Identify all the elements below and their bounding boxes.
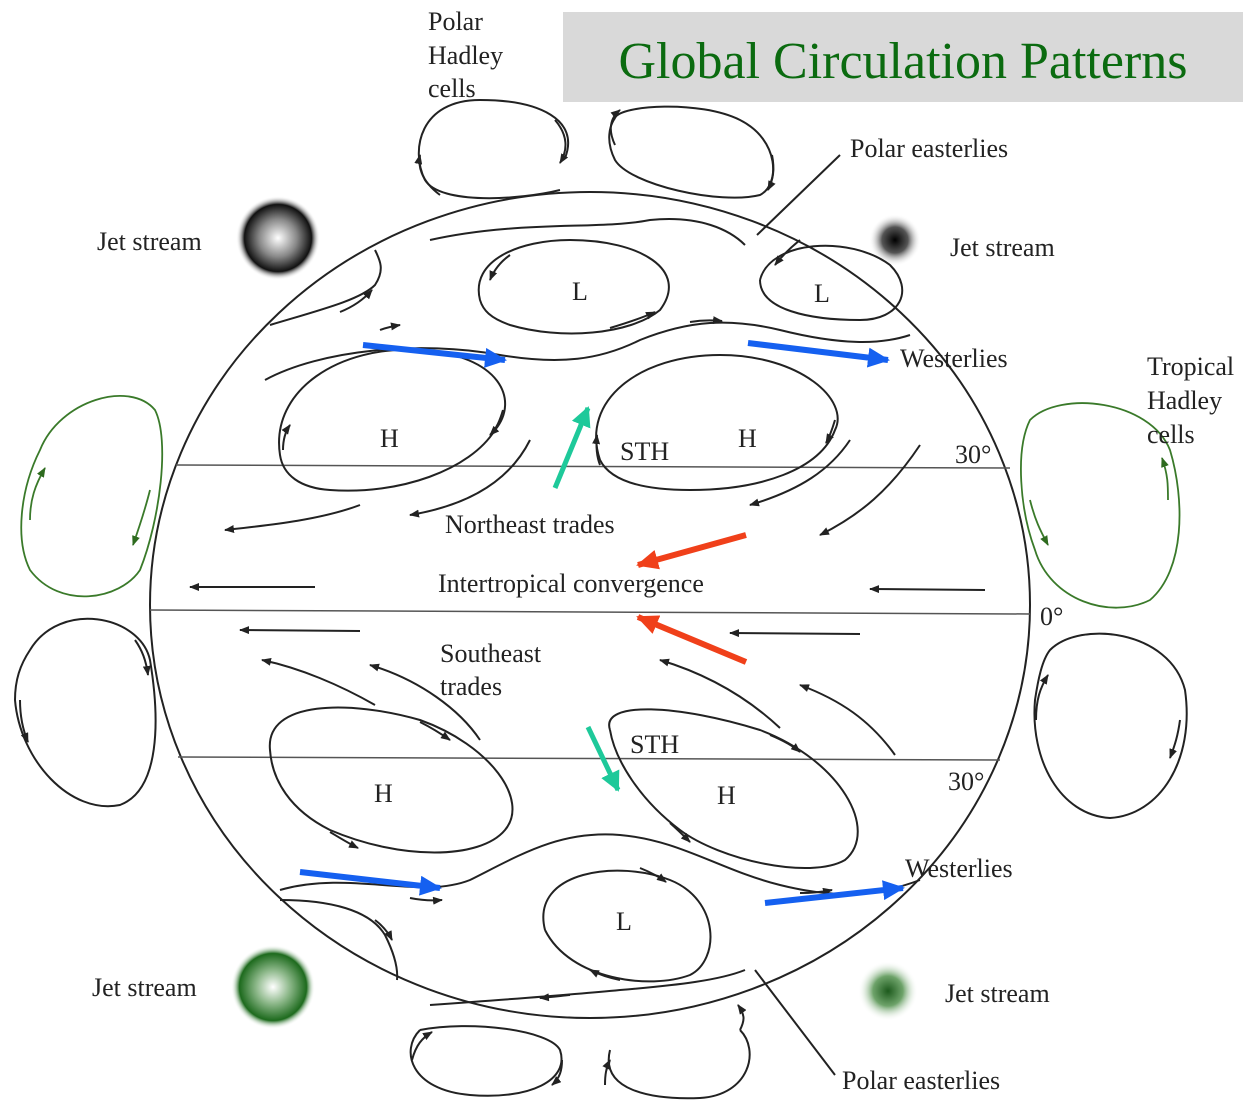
label: Southeast — [440, 639, 542, 668]
label: Hadley — [428, 41, 503, 70]
label: STH — [620, 437, 669, 466]
label: trades — [440, 672, 502, 701]
label: Tropical — [1147, 352, 1234, 381]
label: STH — [630, 730, 679, 759]
label: Westerlies — [905, 854, 1013, 883]
label: Jet stream — [945, 979, 1050, 1008]
label: H — [380, 424, 399, 453]
label: L — [814, 279, 830, 308]
label: Jet stream — [97, 227, 202, 256]
label: Polar easterlies — [842, 1066, 1000, 1095]
globe — [150, 192, 1030, 1018]
label: L — [616, 907, 632, 936]
label: 30° — [955, 440, 991, 469]
label: Jet stream — [92, 973, 197, 1002]
page: {"title": "Global Circulation Patterns",… — [0, 0, 1255, 1115]
label: Hadley — [1147, 386, 1222, 415]
diagram: Global Circulation Patterns — [0, 0, 1255, 1115]
label: H — [738, 424, 757, 453]
label: cells — [1147, 420, 1195, 449]
label: Polar easterlies — [850, 134, 1008, 163]
title: Global Circulation Patterns — [618, 33, 1187, 90]
label: 30° — [948, 767, 984, 796]
label: Northeast trades — [445, 510, 615, 539]
label: L — [572, 277, 588, 306]
label: H — [374, 779, 393, 808]
label: H — [717, 781, 736, 810]
label: 0° — [1040, 602, 1063, 631]
label: Polar — [428, 7, 483, 36]
polar-cells — [411, 100, 774, 1098]
labels: Polar Hadley cells Polar easterlies Jet stre… — [92, 7, 1234, 1095]
label: Jet stream — [950, 233, 1055, 262]
label: Intertropical convergence — [438, 569, 704, 598]
label: Westerlies — [900, 344, 1008, 373]
label: cells — [428, 74, 476, 103]
